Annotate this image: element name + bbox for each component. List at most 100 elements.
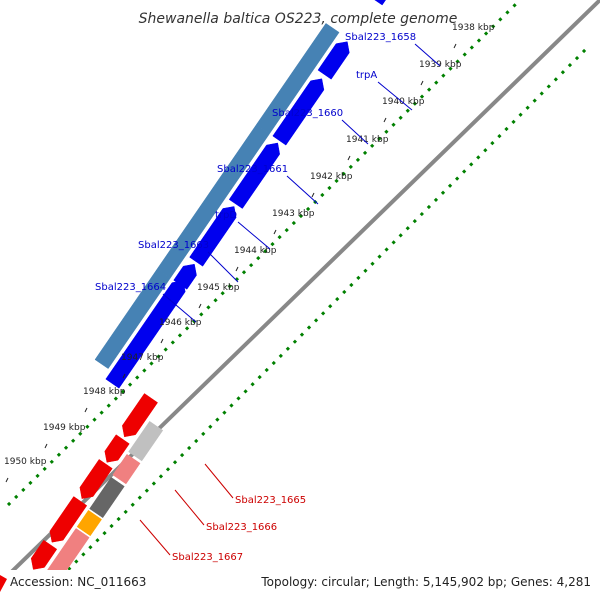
tick-mark (160, 338, 164, 344)
gc-skew-dash (341, 171, 346, 177)
gc-skew-dash (165, 467, 171, 472)
gc-skew-dash (130, 502, 135, 507)
tick-mark (122, 373, 126, 379)
gc-skew-dash (137, 495, 142, 500)
gc-skew-dash (525, 105, 530, 110)
gc-skew-dash (327, 185, 332, 191)
gc-skew-dash (462, 169, 467, 174)
genome-summary-text: Topology: circular; Length: 5,145,902 bp… (260, 575, 591, 589)
cds-rev-1 (30, 539, 58, 570)
gc-skew-dash (362, 150, 368, 155)
gc-skew-dash (187, 445, 192, 451)
gc-skew-dash (405, 226, 410, 231)
gc-skew-dash (433, 197, 439, 203)
gc-skew-dash (78, 431, 83, 436)
gc-skew-dash (74, 559, 79, 564)
gc-skew-dash (184, 326, 190, 331)
map-title: Shewanella baltica OS223, complete genom… (139, 11, 458, 27)
gc-skew-dash (92, 417, 97, 422)
cds-sbal223-1660 (272, 78, 325, 146)
gc-skew-dash (348, 164, 353, 170)
gene-label: Sbal223_1660 (272, 108, 343, 119)
gc-skew-dash (349, 282, 354, 288)
gc-skew-dash (483, 148, 488, 153)
tick-label: 1945 kbp (197, 283, 240, 293)
gc-skew-dash (476, 38, 482, 43)
gc-skew-dash (306, 325, 312, 330)
gc-skew-dash (256, 256, 261, 261)
gc-skew-dash (127, 382, 133, 387)
gene-leader-line (286, 175, 319, 205)
gc-skew-dash (158, 474, 164, 479)
gc-skew-dash (553, 77, 558, 82)
gc-skew-dash (257, 375, 262, 380)
feature-track (30, 0, 386, 592)
gc-skew-dash (560, 70, 566, 75)
gc-skew-dash (263, 249, 268, 254)
gc-skew-dash (455, 59, 460, 64)
tick-mark (273, 229, 277, 235)
gc-skew-dash (206, 305, 211, 310)
cds-sbal223-1661 (228, 142, 280, 209)
gc-skew-dash (28, 480, 33, 486)
gene-label: trpA (356, 70, 377, 81)
gc-skew-dash (35, 473, 40, 478)
gc-skew-dash (434, 80, 439, 85)
gene-rev-grey (128, 420, 164, 462)
cds-sbal223-1658 (374, 0, 386, 6)
tick-label: 1947 kbp (121, 353, 164, 363)
gc-skew-dash (384, 129, 389, 134)
gc-skew-dash (271, 360, 276, 366)
gc-skew-dash (469, 162, 474, 167)
gc-skew-dash (412, 219, 417, 224)
gc-skew-dash (249, 263, 254, 268)
gc-skew-dash (504, 126, 509, 132)
accession-text: Accession: NC_011663 (10, 575, 146, 589)
gene-label: Sbal223_1658 (345, 32, 416, 43)
gc-skew-dash (483, 31, 489, 36)
gc-skew-dash (21, 487, 26, 493)
tick-marks: 1938 kbp 1939 kbp 1940 kbp 1941 kbp 1942 kbp… (4, 23, 495, 483)
gc-skew-dash (102, 531, 107, 536)
gc-skew-dash (270, 242, 275, 247)
gc-skew-dash (398, 115, 403, 120)
gc-skew-dash (355, 157, 361, 162)
gc-skew-dash (447, 183, 453, 188)
tick-mark (420, 80, 424, 86)
gc-skew-dash (405, 108, 410, 113)
gc-skew-dash (215, 417, 220, 422)
gc-skew-dash (213, 298, 218, 303)
tick-label: 1942 kbp (310, 172, 353, 182)
cds-trpa (317, 41, 350, 80)
gc-skew-dash (505, 10, 510, 15)
gc-skew-dash (264, 367, 269, 373)
gene-sbal223-1666 (112, 453, 141, 485)
gc-skew-dash (498, 17, 503, 22)
gc-skew-dash (328, 304, 333, 309)
cds-sbal223-1667 (79, 459, 113, 499)
gc-skew-dash (109, 523, 114, 529)
gc-skew-dash (285, 346, 290, 351)
gc-skew-dash (518, 112, 523, 117)
gc-skew-dash (149, 361, 154, 366)
gc-skew-dash (81, 552, 86, 557)
gene-leader-line (174, 489, 205, 526)
tick-label: 1939 kbp (419, 60, 462, 70)
gc-skew-dash (67, 566, 72, 571)
gc-skew-dash (491, 24, 496, 29)
gene-label: trpD (215, 210, 237, 221)
gc-skew-dash (370, 261, 375, 266)
gc-skew-dash (292, 339, 298, 344)
gc-skew-dash (227, 284, 232, 289)
tick-mark (347, 155, 351, 161)
gene-leader-line (207, 251, 239, 283)
gc-skew-dash (546, 84, 551, 89)
gc-skew-dash (427, 87, 432, 92)
gc-skew-dash (151, 481, 157, 486)
gc-skew-dash (120, 389, 126, 394)
gene-leader-line (204, 463, 234, 499)
gene-rev-orange (76, 509, 102, 537)
gc-skew-dash (241, 270, 247, 275)
gc-skew-dash (113, 396, 118, 401)
gc-skew-dash (71, 438, 76, 443)
